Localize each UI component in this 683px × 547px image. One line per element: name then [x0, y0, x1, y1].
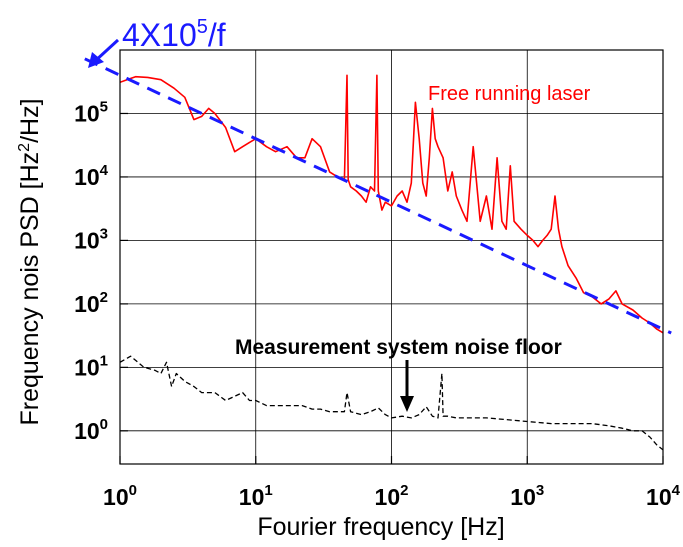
- x-tick-label: 104: [646, 482, 681, 510]
- noise-floor-label: Measurement system noise floor: [235, 336, 562, 359]
- y-tick-exponent: 3: [100, 225, 108, 242]
- series-fit-line: [84, 57, 672, 335]
- grid-lines: [120, 50, 663, 464]
- x-tick-base: 10: [239, 484, 265, 510]
- x-axis-ticks: 100 101 102 103 104: [103, 456, 681, 510]
- y-tick-exponent: 0: [100, 416, 108, 433]
- fit-label-exponent: 5: [197, 16, 208, 38]
- x-tick-exponent: 3: [536, 482, 544, 499]
- laser-label: Free running laser: [428, 83, 591, 105]
- fit-line: [84, 57, 672, 335]
- y-tick-base: 10: [74, 164, 100, 190]
- fit-label-suffix: /f: [208, 17, 226, 53]
- noise-floor-arrow-head: [400, 396, 414, 412]
- fit-label-base: 4X10: [122, 17, 197, 53]
- y-tick-exponent: 2: [100, 289, 108, 306]
- y-tick-label: 105: [74, 98, 108, 126]
- series-noise-floor: [120, 355, 663, 451]
- y-axis-label-suffix: /Hz]: [16, 98, 44, 142]
- y-tick-label: 100: [74, 416, 108, 444]
- x-tick-exponent: 1: [264, 482, 272, 499]
- y-tick-base: 10: [74, 354, 100, 380]
- x-tick-label: 101: [239, 482, 273, 510]
- y-tick-base: 10: [74, 227, 100, 253]
- x-tick-base: 10: [103, 484, 129, 510]
- x-axis-label: Fourier frequency [Hz]: [257, 513, 504, 541]
- x-tick-base: 10: [510, 484, 536, 510]
- y-tick-label: 103: [74, 225, 108, 253]
- x-tick-base: 10: [646, 484, 672, 510]
- fit-label: 4X105/f: [122, 16, 226, 53]
- x-tick-base: 10: [375, 484, 401, 510]
- y-tick-exponent: 1: [100, 352, 108, 369]
- x-tick-label: 102: [375, 482, 409, 510]
- y-tick-base: 10: [74, 291, 100, 317]
- y-axis-label: Frequency nois PSD [Hz2/Hz]: [16, 98, 44, 425]
- fit-label-arrow-head: [88, 52, 104, 68]
- noise-floor-trace: [120, 355, 663, 451]
- y-tick-base: 10: [74, 418, 100, 444]
- x-tick-exponent: 4: [672, 482, 681, 499]
- x-tick-exponent: 2: [400, 482, 408, 499]
- x-tick-label: 100: [103, 482, 137, 510]
- y-tick-exponent: 5: [100, 98, 108, 115]
- x-tick-exponent: 0: [129, 482, 137, 499]
- y-tick-exponent: 4: [100, 162, 109, 179]
- y-tick-label: 101: [74, 352, 108, 380]
- x-tick-label: 103: [510, 482, 544, 510]
- y-axis-label-superscript: 2: [16, 143, 33, 152]
- y-axis-label-prefix: Frequency nois PSD [Hz: [16, 152, 44, 426]
- y-tick-base: 10: [74, 100, 100, 126]
- y-tick-label: 102: [74, 289, 108, 317]
- y-tick-label: 104: [74, 162, 109, 190]
